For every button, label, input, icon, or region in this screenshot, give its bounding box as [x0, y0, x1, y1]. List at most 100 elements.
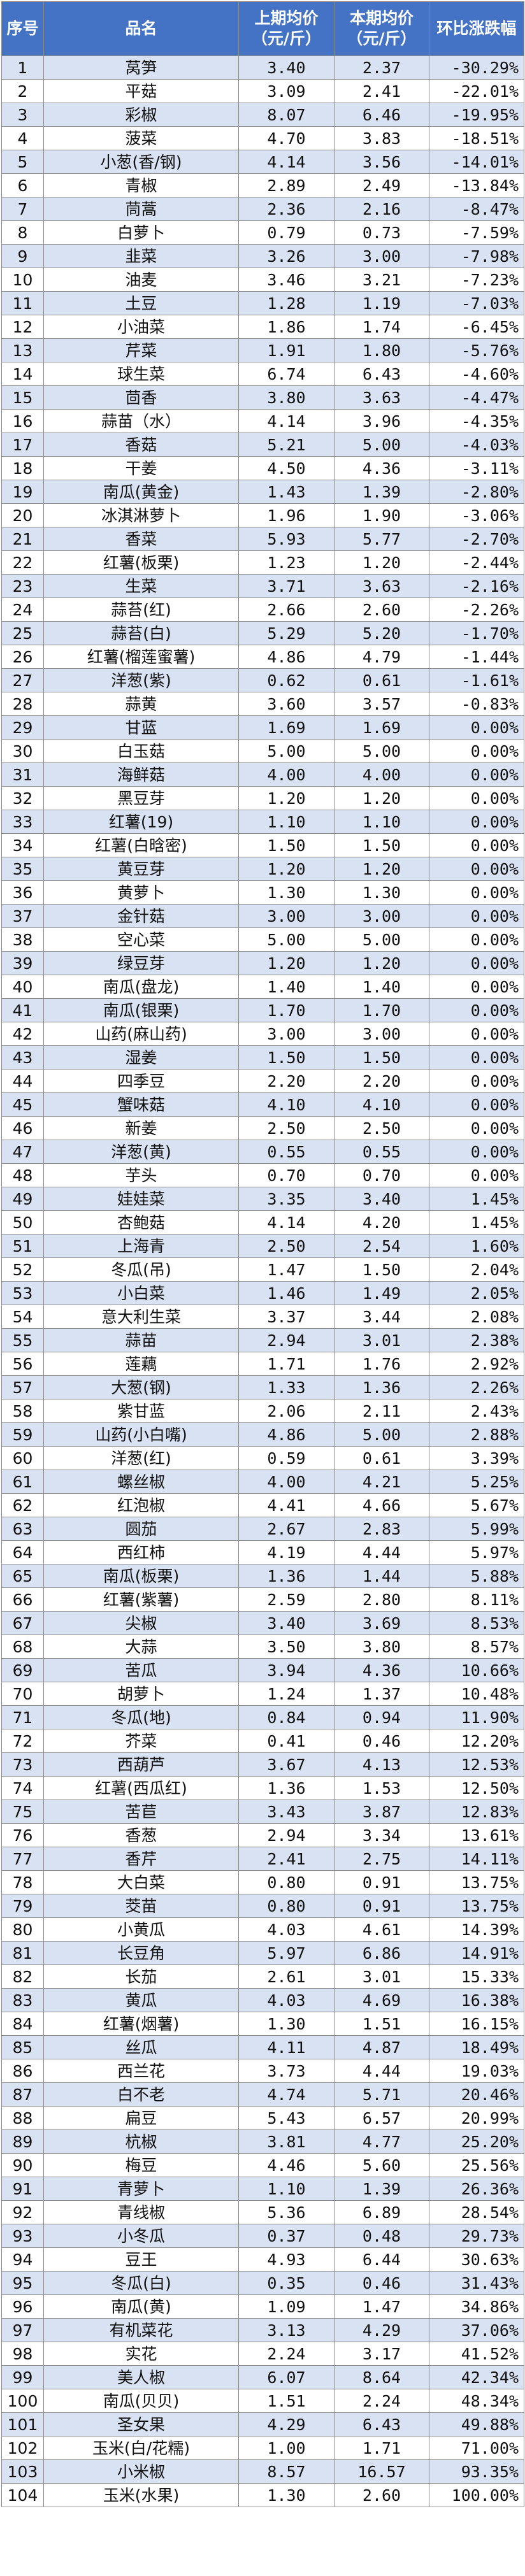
row-change: 28.54%: [429, 2200, 524, 2224]
row-prev-price: 3.00: [238, 1022, 334, 1046]
row-index: 83: [1, 1988, 44, 2012]
row-index: 29: [1, 715, 44, 740]
row-change: 0.00%: [429, 1140, 524, 1164]
row-prev-price: 4.29: [238, 2412, 334, 2436]
row-index: 2: [1, 79, 44, 103]
table-row: 16 蒜苗（水） 4.14 3.96 -4.35%: [1, 409, 524, 433]
row-change: 20.46%: [429, 2082, 524, 2107]
row-index: 75: [1, 1800, 44, 1824]
row-curr-price: 3.34: [334, 1823, 429, 1847]
row-prev-price: 3.35: [238, 1187, 334, 1211]
row-change: 0.00%: [429, 951, 524, 975]
row-index: 46: [1, 1116, 44, 1140]
row-curr-price: 4.44: [334, 1540, 429, 1564]
row-prev-price: 1.36: [238, 1564, 334, 1588]
row-index: 67: [1, 1611, 44, 1635]
row-change: 20.99%: [429, 2106, 524, 2130]
row-curr-price: 0.46: [334, 2271, 429, 2295]
row-index: 90: [1, 2153, 44, 2177]
row-change: 14.91%: [429, 1941, 524, 1965]
table-row: 54 意大利生菜 3.37 3.44 2.08%: [1, 1305, 524, 1329]
header-prev-price-line2: （元/斤）: [251, 29, 322, 48]
row-index: 91: [1, 2177, 44, 2201]
row-index: 58: [1, 1399, 44, 1423]
table-row: 18 干姜 4.50 4.36 -3.11%: [1, 456, 524, 480]
row-name: 蟹味菇: [43, 1092, 239, 1117]
row-change: 10.66%: [429, 1658, 524, 1682]
row-curr-price: 6.86: [334, 1941, 429, 1965]
row-prev-price: 5.29: [238, 621, 334, 645]
row-name: 尖椒: [43, 1611, 239, 1635]
row-index: 86: [1, 2059, 44, 2083]
row-prev-price: 5.00: [238, 927, 334, 952]
row-curr-price: 1.39: [334, 480, 429, 504]
row-curr-price: 0.70: [334, 1163, 429, 1187]
table-row: 32 黑豆芽 1.20 1.20 0.00%: [1, 786, 524, 810]
header-curr-price-line1: 本期均价: [349, 9, 414, 27]
row-name: 金针菇: [43, 904, 239, 928]
row-name: 土豆: [43, 291, 239, 315]
row-change: 5.88%: [429, 1564, 524, 1588]
row-prev-price: 5.93: [238, 527, 334, 551]
row-change: 30.63%: [429, 2247, 524, 2272]
table-row: 104 玉米(水果) 1.30 2.60 100.00%: [1, 2483, 524, 2507]
row-prev-price: 2.89: [238, 173, 334, 197]
row-curr-price: 2.37: [334, 55, 429, 80]
row-name: 紫甘蓝: [43, 1399, 239, 1423]
row-name: 小油菜: [43, 315, 239, 339]
row-prev-price: 1.50: [238, 1045, 334, 1070]
row-prev-price: 1.50: [238, 833, 334, 857]
row-prev-price: 4.19: [238, 1540, 334, 1564]
row-curr-price: 16.57: [334, 2459, 429, 2484]
row-change: 16.15%: [429, 2012, 524, 2036]
row-prev-price: 3.43: [238, 1800, 334, 1824]
row-change: -7.03%: [429, 291, 524, 315]
row-prev-price: 3.00: [238, 904, 334, 928]
row-name: 茼蒿: [43, 197, 239, 221]
row-index: 102: [1, 2436, 44, 2460]
row-curr-price: 3.83: [334, 126, 429, 150]
table-row: 21 香菜 5.93 5.77 -2.70%: [1, 527, 524, 551]
table-row: 40 南瓜(盘龙) 1.40 1.40 0.00%: [1, 975, 524, 999]
row-name: 苦瓜: [43, 1658, 239, 1682]
row-prev-price: 1.33: [238, 1375, 334, 1399]
row-change: 12.83%: [429, 1800, 524, 1824]
table-row: 60 洋葱(红) 0.59 0.61 3.39%: [1, 1446, 524, 1470]
row-prev-price: 2.24: [238, 2342, 334, 2366]
row-change: 0.00%: [429, 904, 524, 928]
row-index: 48: [1, 1163, 44, 1187]
row-index: 40: [1, 975, 44, 999]
row-prev-price: 5.00: [238, 739, 334, 763]
row-prev-price: 2.36: [238, 197, 334, 221]
row-curr-price: 1.69: [334, 715, 429, 740]
row-change: 2.92%: [429, 1352, 524, 1376]
table-row: 55 蒜苗 2.94 3.01 2.38%: [1, 1328, 524, 1352]
row-name: 生菜: [43, 574, 239, 598]
table-row: 91 青萝卜 1.10 1.39 26.36%: [1, 2177, 524, 2201]
row-name: 意大利生菜: [43, 1305, 239, 1329]
table-row: 9 韭菜 3.26 3.00 -7.98%: [1, 244, 524, 268]
row-change: 0.00%: [429, 857, 524, 881]
row-name: 长豆角: [43, 1941, 239, 1965]
row-name: 扁豆: [43, 2106, 239, 2130]
row-prev-price: 4.86: [238, 1422, 334, 1447]
row-prev-price: 3.50: [238, 1635, 334, 1659]
row-curr-price: 1.51: [334, 2012, 429, 2036]
table-row: 42 山药(麻山药) 3.00 3.00 0.00%: [1, 1022, 524, 1046]
row-prev-price: 5.21: [238, 433, 334, 457]
row-name: 山药(小白嘴): [43, 1422, 239, 1447]
row-change: -7.59%: [429, 220, 524, 245]
row-name: 洋葱(紫): [43, 668, 239, 692]
row-index: 87: [1, 2082, 44, 2107]
table-row: 1 莴笋 3.40 2.37 -30.29%: [1, 55, 524, 80]
row-index: 23: [1, 574, 44, 598]
row-index: 39: [1, 951, 44, 975]
row-name: 杭椒: [43, 2129, 239, 2154]
row-index: 64: [1, 1540, 44, 1564]
row-curr-price: 1.76: [334, 1352, 429, 1376]
table-row: 78 大白菜 0.80 0.91 13.75%: [1, 1870, 524, 1894]
row-change: -14.01%: [429, 150, 524, 174]
row-curr-price: 3.00: [334, 904, 429, 928]
row-change: -8.47%: [429, 197, 524, 221]
table-row: 6 青椒 2.89 2.49 -13.84%: [1, 173, 524, 197]
